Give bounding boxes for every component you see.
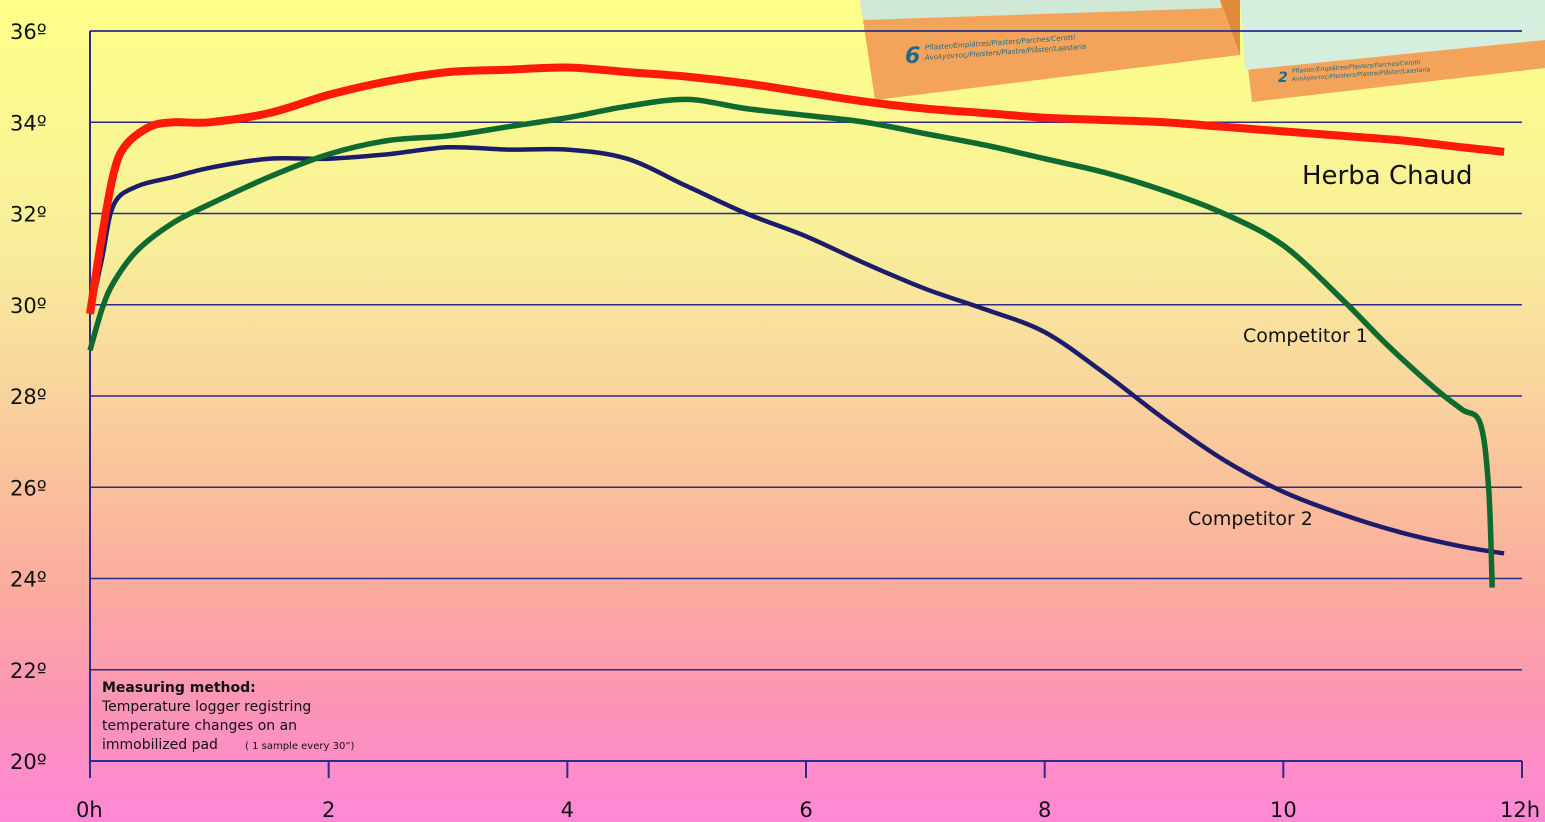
x-tick-label: 0h — [76, 798, 103, 822]
series-line-competitor-1 — [87, 96, 1495, 588]
y-tick-label: 36º — [10, 20, 47, 44]
note-line-3: immobilized pad — [102, 737, 218, 753]
note-line-2: temperature changes on an — [102, 718, 297, 734]
box-2-count: 2 — [1278, 70, 1288, 86]
x-tick-label: 10 — [1270, 798, 1297, 822]
product-box-2: 2 Pflaster/Emplâtres/Plasters/Parches/Ce… — [1240, 0, 1545, 102]
x-tick-label: 2 — [322, 798, 335, 822]
y-tick-label: 20º — [10, 750, 47, 774]
y-tick-label: 26º — [10, 476, 47, 500]
series-label-herba-chaud: Herba Chaud — [1302, 161, 1473, 191]
x-tick-label: 12h — [1500, 798, 1540, 822]
product-box-1: 6 Pflaster/Emplâtres/Plasters/Parches/Ce… — [860, 0, 1240, 100]
series-label-competitor-2: Competitor 2 — [1188, 508, 1313, 530]
note-title: Measuring method: — [102, 680, 256, 696]
y-tick-label: 28º — [10, 385, 47, 409]
x-tick-label: 4 — [561, 798, 574, 822]
note-sample-rate: ( 1 sample every 30”) — [245, 741, 354, 752]
measuring-method-note: Measuring method: Temperature logger reg… — [101, 680, 354, 753]
y-tick-labels: 36º 34º 32º 30º 28º 26º 24º 22º 20º — [10, 20, 47, 774]
series-label-competitor-1: Competitor 1 — [1243, 325, 1368, 347]
x-tick-labels: 0h 2 4 6 8 10 12h — [76, 798, 1540, 822]
series-line-herba-chaud — [86, 63, 1505, 315]
series-lines — [86, 63, 1505, 588]
note-line-1: Temperature logger registring — [101, 699, 311, 715]
y-tick-label: 22º — [10, 659, 47, 683]
x-tick-label: 6 — [799, 798, 812, 822]
y-tick-label: 32º — [10, 203, 47, 227]
axes — [89, 31, 1523, 778]
gridlines — [90, 30, 1522, 671]
series-line-competitor-2 — [87, 144, 1505, 556]
x-tick-label: 8 — [1038, 798, 1051, 822]
box-1-count: 6 — [905, 44, 920, 69]
y-tick-label: 30º — [10, 294, 47, 318]
y-tick-label: 34º — [10, 111, 47, 135]
y-tick-label: 24º — [10, 568, 47, 592]
